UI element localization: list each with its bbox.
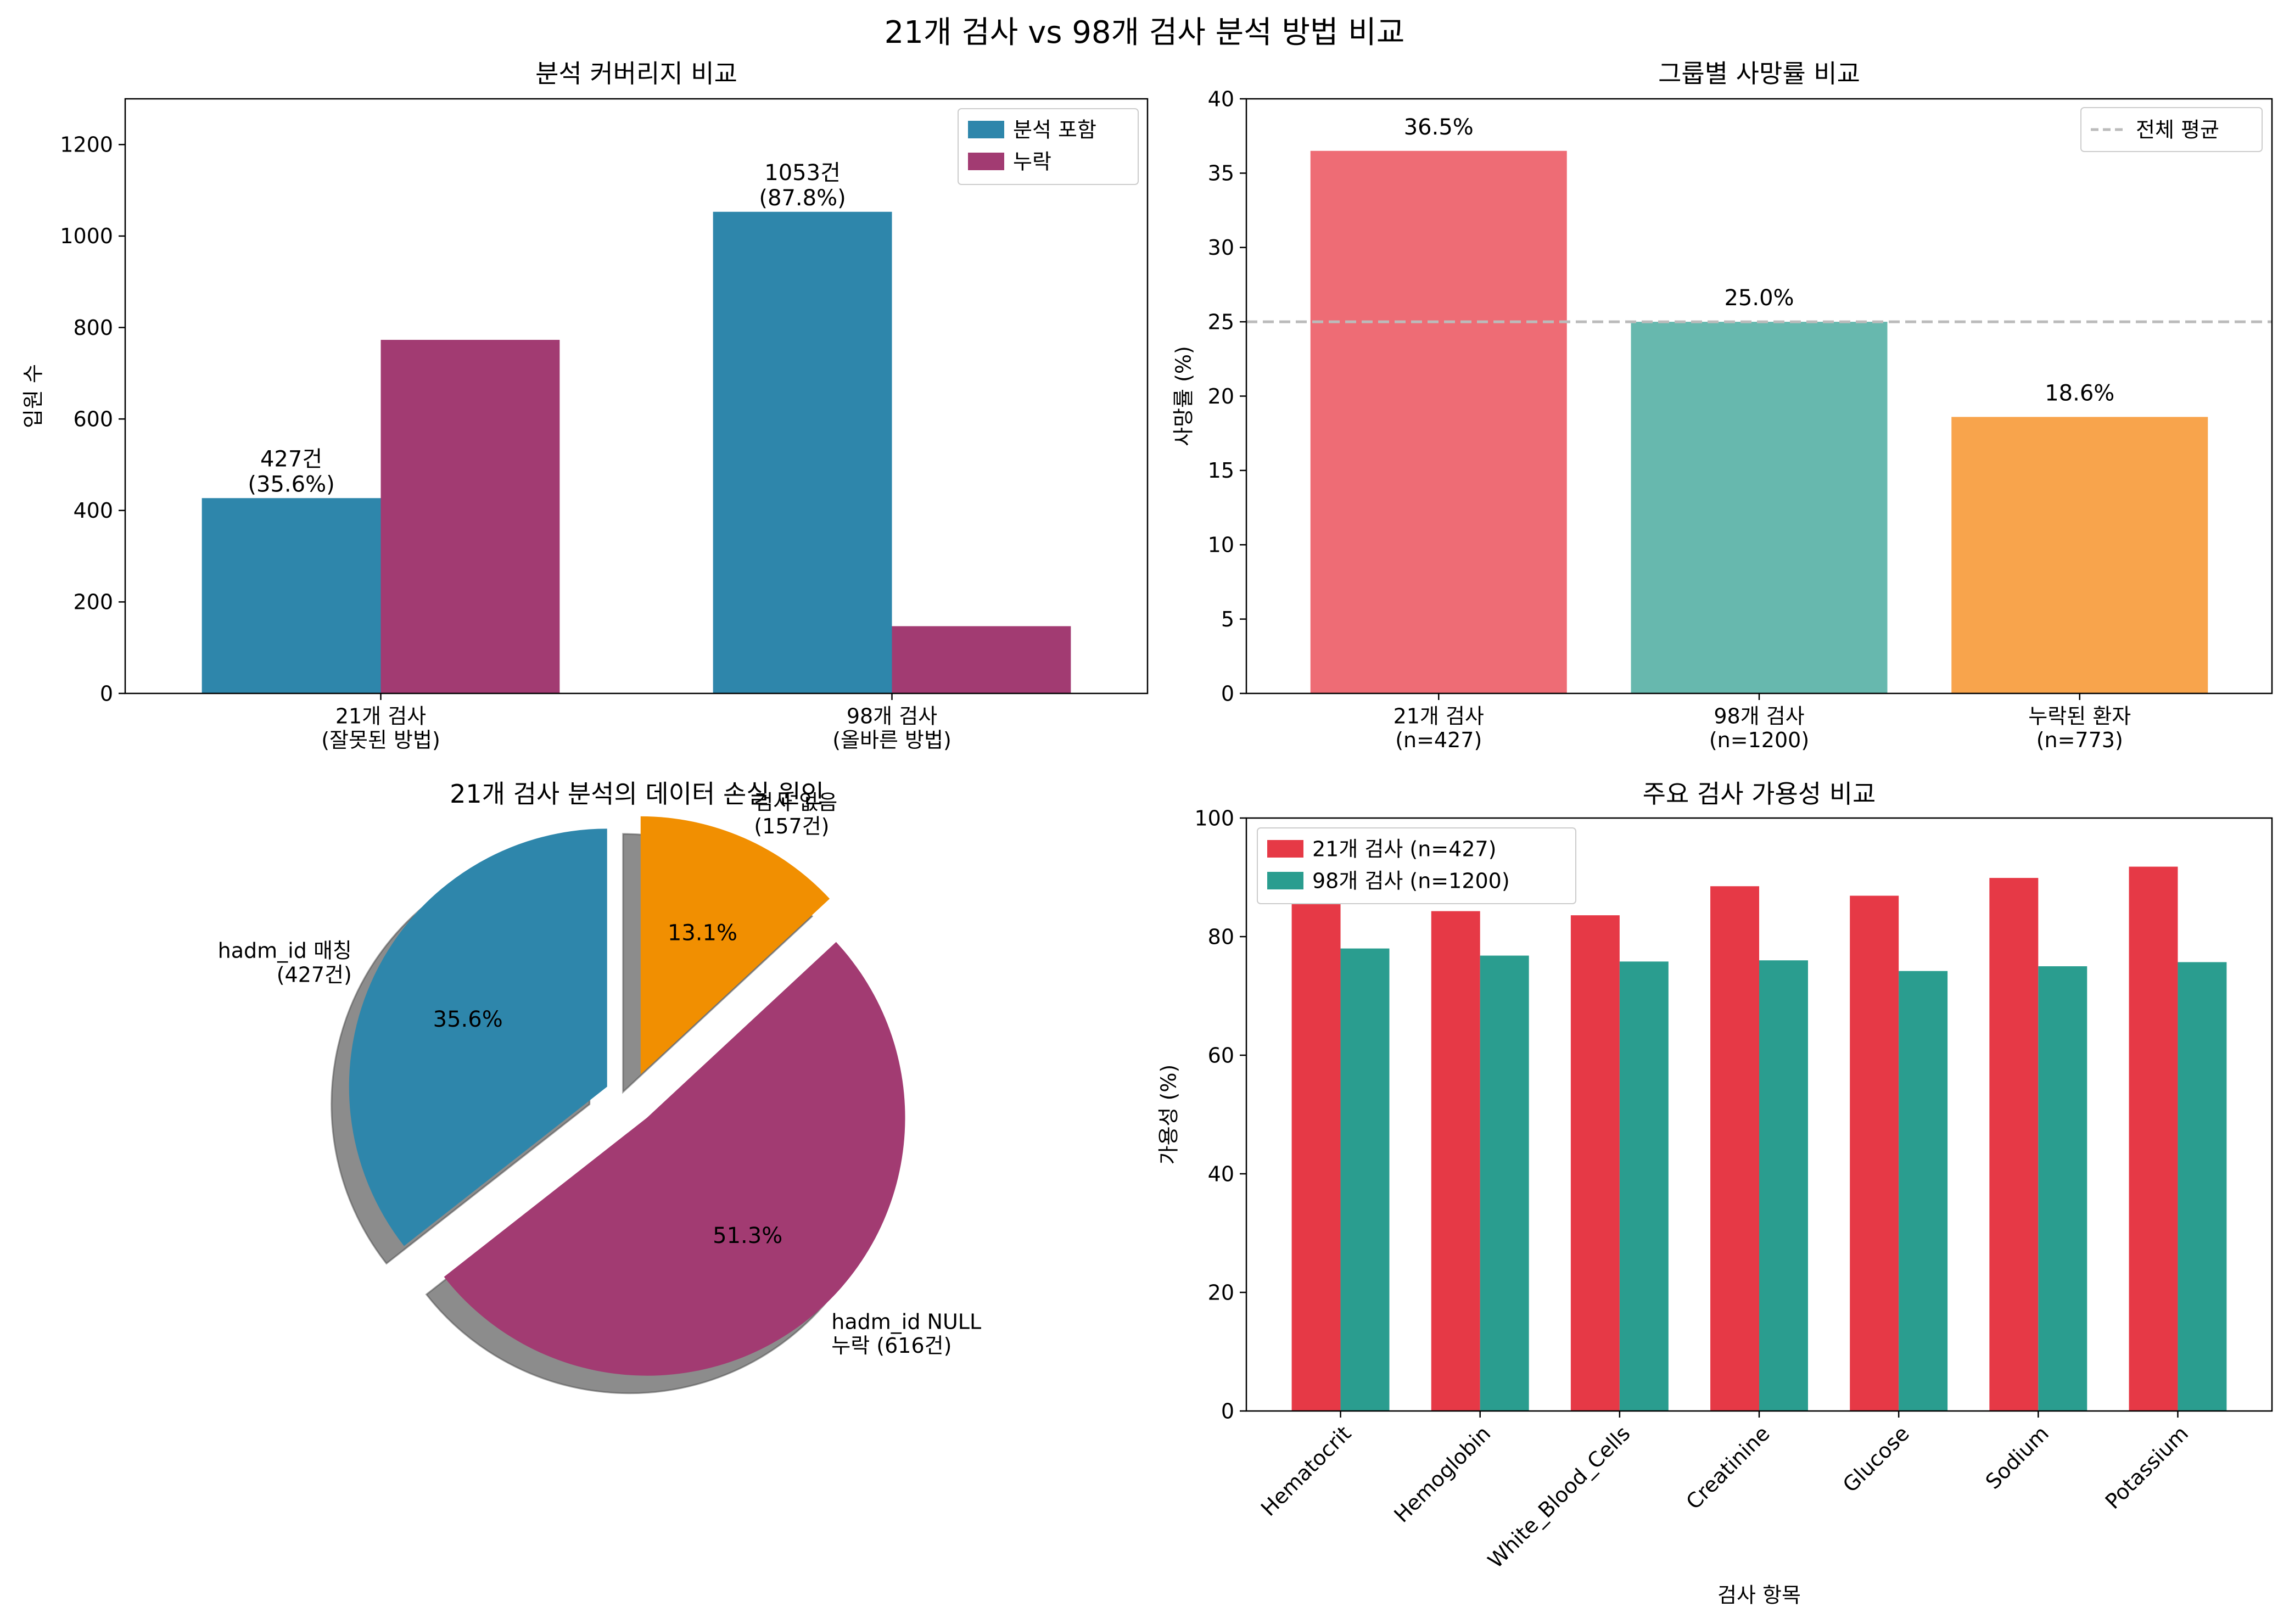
chart-coverage-xtick-label-0: 21개 검사 (잘못된 방법): [321, 704, 440, 752]
chart-availability-legend: 21개 검사 (n=427) 98개 검사 (n=1200): [1257, 827, 1576, 904]
chart-availability-bar-0-4: [1850, 895, 1899, 1411]
chart-mortality-ytick-label-3: 15: [1208, 458, 1234, 483]
chart-availability-ytick-label-0: 0: [1221, 1399, 1234, 1423]
chart-availability-ytick-label-3: 60: [1208, 1043, 1234, 1067]
chart-availability-bar-1-2: [1619, 961, 1669, 1411]
chart-coverage-title: 분석 커버리지 비교: [535, 59, 737, 88]
chart-availability-bar-1-6: [2178, 962, 2227, 1411]
chart-availability-bar-0-0: [1291, 880, 1341, 1411]
chart-coverage-legend-swatch-0: [968, 121, 1004, 138]
chart-availability-bar-0-1: [1431, 911, 1480, 1411]
chart-availability-legend-label-0: 21개 검사 (n=427): [1312, 837, 1497, 861]
chart-pie-slice-label-0: hadm_id 매칭 (427건): [218, 939, 352, 987]
chart-mortality-legend: 전체 평균: [2080, 107, 2263, 152]
chart-mortality-ytick-label-2: 10: [1208, 533, 1234, 557]
chart-availability-bar-0-5: [1989, 878, 2039, 1411]
chart-coverage-bar-0-0: [202, 498, 381, 693]
chart-mortality-ytick-label-6: 30: [1208, 236, 1234, 260]
chart-coverage-xtick-label-1: 98개 검사 (올바른 방법): [832, 704, 952, 752]
chart-availability-bar-1-5: [2038, 966, 2087, 1411]
chart-mortality-xtick-label-0: 21개 검사 (n=427): [1393, 704, 1484, 752]
chart-coverage-ytick-label-1: 200: [73, 590, 113, 614]
chart-pie-slice-label-2: 검사 없음 (157건): [754, 790, 837, 838]
chart-availability-ytick-label-5: 100: [1194, 806, 1234, 830]
chart-coverage-legend-label-1: 누락: [1013, 149, 1051, 173]
chart-pie: 21개 검사 분석의 데이터 손실 원인 35.6% hadm_id 매칭 (427건…: [218, 779, 981, 1395]
chart-mortality-data-label-2: 18.6%: [2045, 380, 2114, 406]
chart-mortality-legend-label: 전체 평균: [2136, 117, 2219, 142]
chart-availability-xtick-label-0: Hematocrit: [1256, 1421, 1356, 1521]
chart-availability-xtick-label-1: Hemoglobin: [1389, 1421, 1495, 1527]
chart-pie-pct-label-2: 13.1%: [668, 920, 737, 945]
chart-mortality-ytick-label-4: 20: [1208, 384, 1234, 408]
chart-coverage: 분석 커버리지 비교 427건 (35.6%) 1053건 (87.8%) 0 200 400…: [21, 59, 1149, 752]
chart-coverage-ylabel: 입원 수: [21, 364, 45, 428]
chart-availability: 주요 검사 가용성 비교 0 20 40 60 80 100 Hematocrit Hemogl…: [1156, 779, 2273, 1607]
chart-availability-bar-0-6: [2129, 866, 2178, 1411]
chart-availability-bar-1-3: [1759, 960, 1808, 1411]
chart-availability-bar-0-2: [1570, 915, 1620, 1411]
chart-availability-ytick-label-1: 20: [1208, 1280, 1234, 1304]
chart-coverage-ytick-label-6: 1200: [60, 133, 113, 157]
chart-availability-xtick-label-5: Sodium: [1981, 1421, 2053, 1494]
chart-coverage-legend-label-0: 분석 포함: [1013, 117, 1096, 142]
chart-availability-title: 주요 검사 가용성 비교: [1643, 779, 1876, 809]
chart-mortality: 그룹별 사망률 비교 36.5% 25.0% 18.6% 0 5 10 15 20 25 30 35 4…: [1171, 59, 2273, 752]
chart-mortality-ytick-label-0: 0: [1221, 681, 1234, 705]
chart-coverage-frame: [124, 98, 1149, 695]
chart-availability-ytick-label-2: 40: [1208, 1162, 1234, 1186]
chart-coverage-ytick-label-3: 600: [73, 407, 113, 431]
chart-coverage-ytick-label-4: 800: [73, 316, 113, 340]
chart-mortality-xtick-label-1: 98개 검사 (n=1200): [1709, 704, 1809, 752]
chart-mortality-legend-box: [2080, 107, 2263, 152]
chart-pie-slice-0: [349, 828, 607, 1246]
chart-pie-title: 21개 검사 분석의 데이터 손실 원인: [450, 779, 824, 809]
chart-availability-bar-1-1: [1480, 955, 1529, 1411]
chart-availability-legend-swatch-0: [1267, 840, 1303, 858]
chart-pie-slice-label-1: hadm_id NULL 누락 (616건): [831, 1309, 981, 1358]
chart-coverage-bar-1-0: [380, 340, 560, 693]
chart-coverage-data-label-1: 1053건 (87.8%): [759, 160, 846, 211]
chart-mortality-bar-0: [1310, 150, 1567, 693]
chart-coverage-ytick-label-5: 1000: [60, 224, 113, 248]
chart-availability-legend-label-1: 98개 검사 (n=1200): [1312, 869, 1510, 893]
chart-coverage-bar-0-1: [713, 211, 892, 693]
chart-availability-xtick-label-3: Creatinine: [1681, 1421, 1774, 1514]
chart-coverage-ytick-label-0: 0: [100, 681, 113, 705]
chart-mortality-title: 그룹별 사망률 비교: [1658, 59, 1860, 88]
chart-pie-slice-2: [640, 816, 830, 1074]
chart-mortality-ylabel: 사망률 (%): [1171, 346, 1195, 446]
chart-coverage-ytick-label-2: 400: [73, 499, 113, 523]
chart-pie-pct-label-1: 51.3%: [713, 1223, 782, 1248]
figure-title: 21개 검사 vs 98개 검사 분석 방법 비교: [884, 15, 1405, 51]
chart-availability-bar-1-4: [1899, 971, 1948, 1411]
chart-availability-legend-box: [1257, 827, 1576, 904]
chart-mortality-ytick-label-7: 35: [1208, 161, 1234, 186]
chart-pie-slice-1: [444, 942, 905, 1376]
chart-mortality-data-label-1: 25.0%: [1724, 285, 1794, 311]
chart-availability-ylabel: 가용성 (%): [1156, 1065, 1180, 1165]
chart-mortality-bar-2: [1951, 417, 2208, 693]
chart-mortality-bar-1: [1631, 322, 1888, 693]
chart-mortality-xtick-label-2: 누락된 환자 (n=773): [2028, 704, 2131, 752]
chart-availability-xtick-label-2: White_Blood_Cells: [1483, 1421, 1635, 1573]
chart-availability-bar-0-3: [1710, 886, 1759, 1411]
chart-mortality-ytick-label-5: 25: [1208, 310, 1234, 334]
chart-mortality-ytick-label-1: 5: [1221, 607, 1234, 631]
chart-availability-legend-swatch-1: [1267, 872, 1303, 889]
chart-availability-ytick-label-4: 80: [1208, 925, 1234, 949]
chart-coverage-data-label-0: 427건 (35.6%): [248, 446, 334, 497]
chart-mortality-ytick-label-8: 40: [1208, 87, 1234, 111]
chart-coverage-legend-swatch-1: [968, 153, 1004, 170]
chart-coverage-bar-1-1: [892, 626, 1071, 693]
chart-availability-xlabel: 검사 항목: [1717, 1583, 1801, 1607]
chart-availability-bar-1-0: [1340, 948, 1390, 1411]
chart-mortality-data-label-0: 36.5%: [1404, 115, 1474, 140]
chart-availability-xtick-label-6: Potassium: [2101, 1421, 2193, 1514]
chart-availability-xtick-label-4: Glucose: [1838, 1421, 1914, 1497]
chart-pie-pct-label-0: 35.6%: [433, 1007, 503, 1032]
